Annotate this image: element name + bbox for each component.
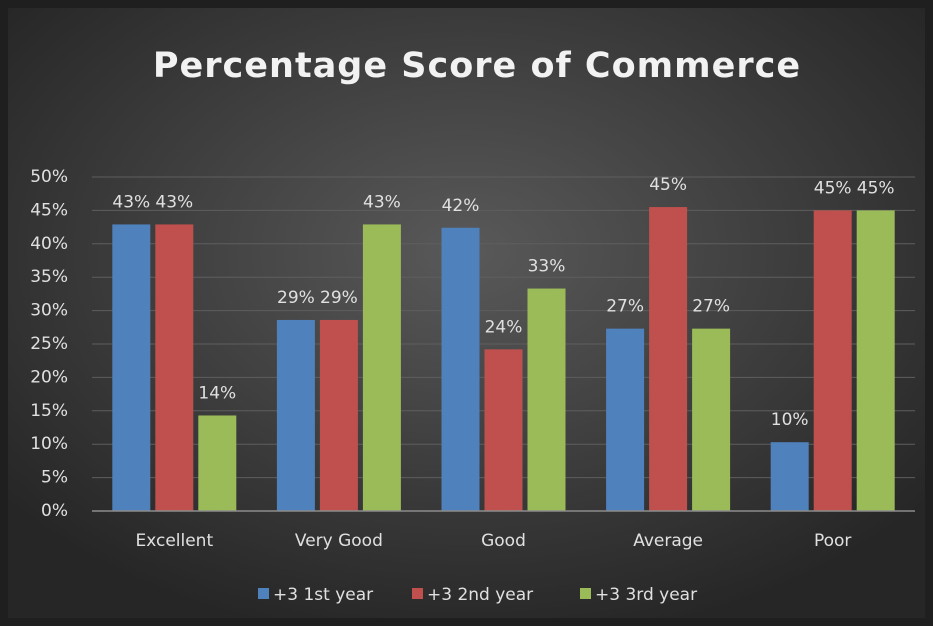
legend-swatch	[580, 588, 591, 599]
legend-swatch	[412, 588, 423, 599]
chart-title: Percentage Score of Commerce	[153, 46, 801, 86]
bar	[770, 442, 809, 511]
y-tick-label: 30%	[30, 301, 68, 321]
data-label: 43%	[112, 192, 150, 212]
bar	[813, 210, 852, 511]
y-tick-label: 50%	[30, 167, 68, 187]
y-tick-label: 45%	[30, 200, 68, 220]
bar	[692, 328, 731, 511]
x-tick-label: Average	[633, 531, 703, 551]
bar	[441, 227, 480, 511]
legend-swatch	[258, 588, 269, 599]
y-tick-label: 40%	[30, 234, 68, 254]
data-label: 45%	[857, 178, 895, 198]
legend-label: +3 2nd year	[427, 585, 533, 605]
y-tick-label: 15%	[30, 401, 68, 421]
data-label: 43%	[363, 192, 401, 212]
data-label: 27%	[606, 297, 644, 317]
bar	[527, 288, 566, 511]
bar	[276, 319, 315, 511]
y-tick-label: 25%	[30, 334, 68, 354]
data-label: 43%	[155, 192, 193, 212]
x-tick-label: Very Good	[295, 531, 383, 551]
bar	[649, 207, 688, 511]
y-tick-label: 10%	[30, 434, 68, 454]
bar	[155, 224, 194, 512]
data-label: 29%	[320, 288, 358, 308]
data-label: 29%	[277, 288, 315, 308]
x-tick-label: Good	[481, 531, 526, 551]
bar	[198, 415, 237, 511]
data-label: 24%	[485, 317, 523, 337]
x-tick-label: Excellent	[135, 531, 213, 551]
y-tick-label: 0%	[41, 501, 68, 521]
y-tick-label: 20%	[30, 367, 68, 387]
data-label: 45%	[814, 178, 852, 198]
data-label: 27%	[692, 297, 730, 317]
bar	[362, 224, 401, 512]
legend-label: +3 3rd year	[595, 585, 697, 605]
y-tick-label: 35%	[30, 267, 68, 287]
data-label: 45%	[649, 175, 687, 195]
data-label: 14%	[198, 383, 236, 403]
y-tick-label: 5%	[41, 468, 68, 488]
bar	[856, 210, 895, 511]
bar	[112, 224, 151, 512]
bar	[606, 328, 645, 511]
bar	[484, 349, 523, 511]
x-tick-label: Poor	[814, 531, 851, 551]
data-label: 42%	[442, 196, 480, 216]
data-label: 10%	[771, 410, 809, 430]
bar	[319, 319, 358, 511]
data-label: 33%	[528, 257, 566, 277]
legend-label: +3 1st year	[273, 585, 373, 605]
